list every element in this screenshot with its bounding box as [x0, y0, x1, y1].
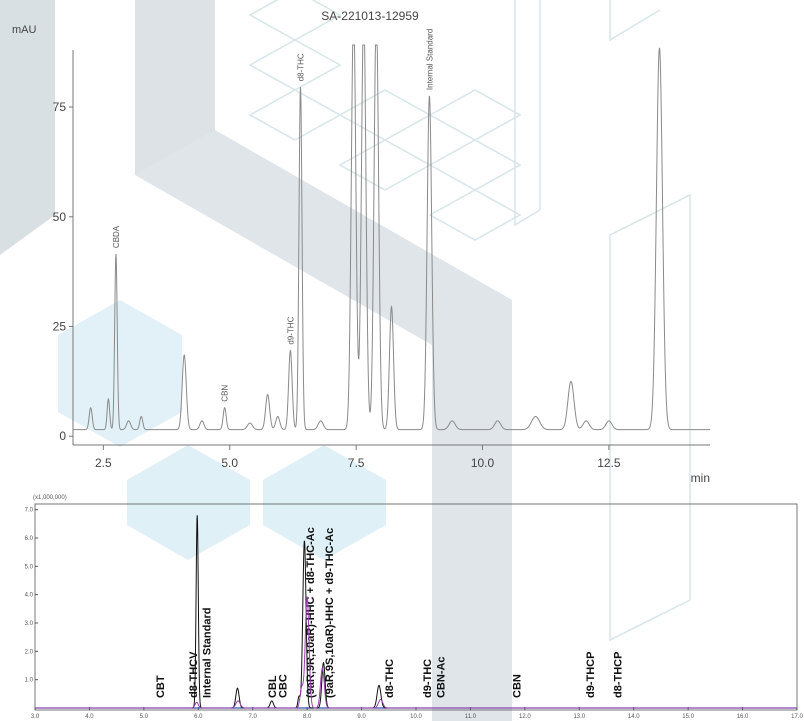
- compound-label: CBL: [267, 675, 279, 698]
- compound-label: CBC: [278, 674, 290, 698]
- peak-label: CBDA: [112, 225, 121, 248]
- y-tick-label: 6.0: [25, 536, 34, 542]
- x-tick-label: 4.0: [85, 714, 94, 720]
- x-tick-label: 8.0: [303, 714, 312, 720]
- decor-hexagon-2: [127, 445, 250, 560]
- ms-chromatogram: (x1,000,000) 1.0 2.0 3.0 4.0 5.0 6.0 7.0 3.0 4.0…: [25, 495, 804, 720]
- compound-label: d8-THCV: [188, 651, 200, 698]
- compound-label: (9aR,9S,10aR)-HHC + d9-THC-Ac: [324, 528, 336, 698]
- bottom-axes: 1.0 2.0 3.0 4.0 5.0 6.0 7.0 3.0 4.0 5.0 6.0 7.0 8.0 9…: [25, 508, 804, 720]
- x-tick-label: 7.5: [348, 456, 365, 470]
- compound-label: d9-THC: [422, 659, 434, 698]
- y-tick-label: 75: [53, 100, 67, 114]
- y-tick-label: 50: [53, 210, 67, 224]
- decor-band-diagonal: [135, 130, 512, 721]
- top-axes: 0 25 50 75 2.5 5.0 7.5 10.0 12.5: [53, 50, 710, 470]
- x-tick-label: 10.0: [471, 456, 495, 470]
- decor-band-left: [0, 0, 55, 255]
- y-tick-label: 4.0: [25, 593, 34, 599]
- peak-label: d8-THC: [297, 53, 306, 81]
- x-tick-label: 12.0: [519, 714, 531, 720]
- y-multiplier-label: (x1,000,000): [33, 495, 67, 501]
- y-tick-label: 5.0: [25, 564, 34, 570]
- peak-label: CBN: [221, 385, 230, 402]
- peak-label: d9-THC: [286, 316, 295, 344]
- x-tick-label: 3.0: [31, 714, 40, 720]
- y-tick-label: 3.0: [25, 621, 34, 627]
- ms-trace-purple: [35, 595, 797, 709]
- compound-label: (9aR,9R,10aR)-HHC + d8-THC-Ac: [305, 527, 317, 698]
- y-tick-label: 0: [59, 429, 66, 443]
- x-tick-label: 5.0: [140, 714, 149, 720]
- compound-label: d8-THCP: [612, 652, 624, 698]
- ms-trace-black: [35, 515, 797, 709]
- x-tick-label: 15.0: [682, 714, 694, 720]
- x-tick-label: 6.0: [194, 714, 203, 720]
- y-tick-label: 7.0: [25, 508, 34, 514]
- peak-label: Internal Standard: [425, 29, 434, 90]
- y-tick-label: 25: [53, 320, 67, 334]
- decor-hexagon-3: [263, 445, 386, 560]
- decor-band-top: [135, 0, 215, 175]
- x-tick-label: 14.0: [628, 714, 640, 720]
- x-tick-label: 10.0: [410, 714, 422, 720]
- y-axis-label: mAU: [12, 24, 37, 36]
- background-decoration: [0, 0, 691, 721]
- compound-label: CBN: [512, 674, 524, 698]
- uv-trace-line: [73, 44, 710, 431]
- compound-label: Internal Standard: [201, 608, 213, 698]
- chart-title: SA-221013-12959: [321, 9, 419, 23]
- x-axis-label: min: [691, 471, 710, 485]
- x-tick-label: 17.0: [791, 714, 803, 720]
- compound-label: CBT: [155, 675, 167, 698]
- x-tick-label: 13.0: [573, 714, 585, 720]
- compound-label: d9-THCP: [585, 652, 597, 698]
- compound-label: d8-THC: [384, 659, 396, 698]
- x-tick-label: 16.0: [737, 714, 749, 720]
- x-tick-label: 7.0: [249, 714, 258, 720]
- x-tick-label: 5.0: [221, 456, 238, 470]
- decor-hexagon-1: [58, 300, 182, 447]
- x-tick-label: 12.5: [597, 456, 621, 470]
- y-tick-label: 2.0: [25, 649, 34, 655]
- top-peak-labels: CBDA CBN d9-THC d8-THC Internal Standard: [112, 29, 434, 402]
- x-tick-label: 2.5: [95, 456, 112, 470]
- x-tick-label: 11.0: [465, 714, 477, 720]
- decor-triangle-lattice: [248, 0, 691, 642]
- compound-label: CBN-Ac: [435, 656, 447, 698]
- x-tick-label: 9.0: [357, 714, 366, 720]
- y-tick-label: 1.0: [25, 678, 34, 684]
- uv-chromatogram: SA-221013-12959 mAU min 0 25 50 75 2.5 5.0 7.5…: [12, 9, 710, 485]
